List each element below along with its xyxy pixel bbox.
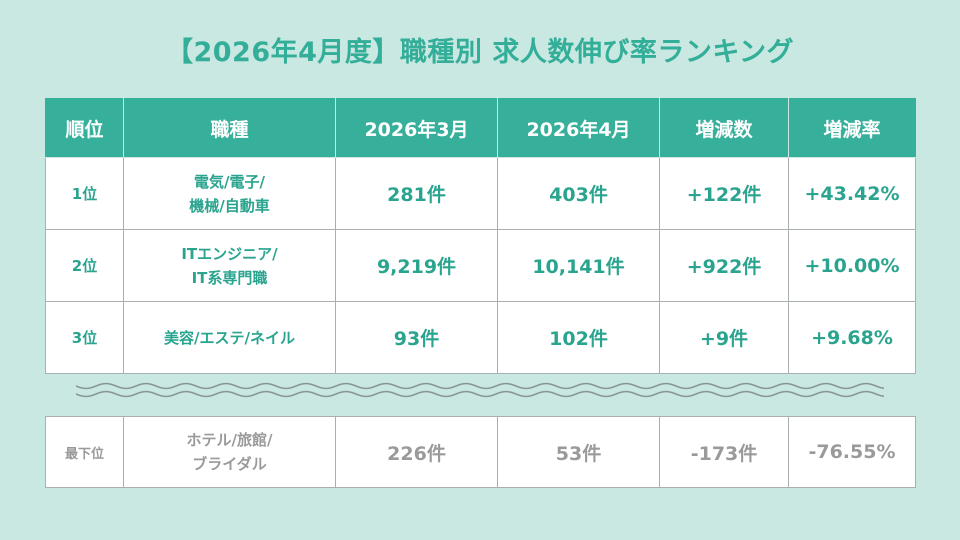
job-line2: ブライダル	[192, 455, 267, 473]
rank-cell: 最下位	[45, 416, 124, 488]
april-cell: 403件	[497, 157, 660, 230]
march-cell: 226件	[335, 416, 498, 488]
rank-cell: 2位	[45, 229, 124, 302]
table-header-row: 順位 職種 2026年3月 2026年4月 増減数 増減率	[45, 98, 916, 158]
rank-cell: 1位	[45, 157, 124, 230]
job-line1: ITエンジニア/	[181, 244, 278, 263]
table-row: 最下位 ホテル/旅館/ ブライダル 226件 53件 -173件 -76.55%	[45, 416, 916, 488]
ranking-table: 順位 職種 2026年3月 2026年4月 増減数 増減率 1位 電気/電子/ …	[45, 98, 916, 374]
bottom-ranking-table: 最下位 ホテル/旅館/ ブライダル 226件 53件 -173件 -76.55%	[45, 416, 916, 488]
april-cell: 102件	[497, 301, 660, 374]
diff-cell: +122件	[659, 157, 789, 230]
diff-cell: +9件	[659, 301, 789, 374]
job-line2: IT系専門職	[191, 268, 268, 287]
job-cell: 電気/電子/ 機械/自動車	[123, 157, 336, 230]
job-line1: ホテル/旅館/	[186, 431, 273, 449]
march-cell: 281件	[335, 157, 498, 230]
table-row: 3位 美容/エステ/ネイル 93件 102件 +9件 +9.68%	[45, 301, 916, 374]
job-line1: 電気/電子/	[194, 172, 265, 191]
header-diff: 増減数	[659, 98, 789, 158]
job-cell: ホテル/旅館/ ブライダル	[123, 416, 336, 488]
rank-cell: 3位	[45, 301, 124, 374]
april-cell: 53件	[497, 416, 660, 488]
april-cell: 10,141件	[497, 229, 660, 302]
wave-separator	[76, 382, 884, 398]
table-row: 1位 電気/電子/ 機械/自動車 281件 403件 +122件 +43.42%	[45, 157, 916, 230]
job-line2: 機械/自動車	[189, 196, 270, 215]
header-april: 2026年4月	[497, 98, 660, 158]
rate-cell: +9.68%	[788, 301, 916, 374]
march-cell: 93件	[335, 301, 498, 374]
header-rate: 増減率	[788, 98, 916, 158]
rate-cell: +10.00%	[788, 229, 916, 302]
diff-cell: +922件	[659, 229, 789, 302]
diff-cell: -173件	[659, 416, 789, 488]
header-march: 2026年3月	[335, 98, 498, 158]
header-rank: 順位	[45, 98, 124, 158]
header-job: 職種	[123, 98, 336, 158]
rate-cell: -76.55%	[788, 416, 916, 488]
job-cell: 美容/エステ/ネイル	[123, 301, 336, 374]
table-row: 2位 ITエンジニア/ IT系専門職 9,219件 10,141件 +922件 …	[45, 229, 916, 302]
job-cell: ITエンジニア/ IT系専門職	[123, 229, 336, 302]
page-title: 【2026年4月度】職種別 求人数伸び率ランキング	[165, 37, 795, 68]
rate-cell: +43.42%	[788, 157, 916, 230]
march-cell: 9,219件	[335, 229, 498, 302]
